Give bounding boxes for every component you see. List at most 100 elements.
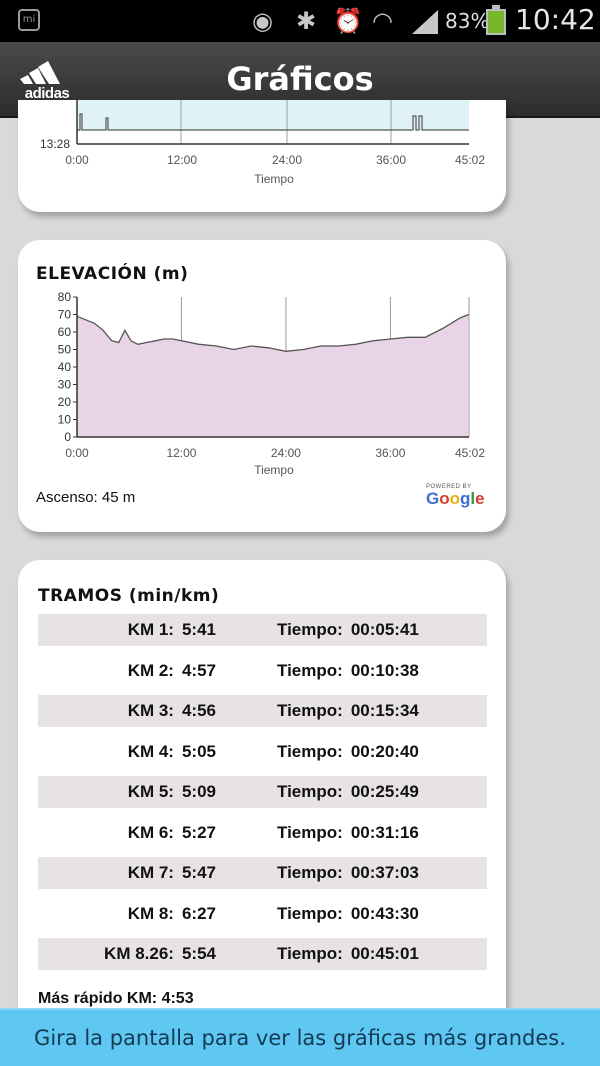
split-pace: 5:41 — [181, 620, 216, 639]
split-time: Tiempo: 00:05:41 — [277, 620, 419, 640]
split-time-label: Tiempo: — [277, 944, 343, 963]
split-km-pace: KM 7: 5:47 — [128, 863, 216, 883]
split-time: Tiempo: 00:25:49 — [277, 782, 419, 802]
elevation-y-tick: 80 — [58, 290, 72, 304]
split-time-label: Tiempo: — [277, 822, 343, 842]
elevation-x-tick: 24:00 — [271, 446, 301, 460]
pace-chart-card: 13:28 0:00 12:00 24:00 36:00 45:02 Tiemp… — [18, 100, 506, 212]
top-chart-x-tick: 45:02 — [455, 153, 485, 167]
elevation-y-tick: 30 — [58, 378, 72, 392]
split-time-value: 00:43:30 — [350, 903, 419, 923]
split-pace: 4:56 — [181, 701, 216, 720]
splits-title: TRAMOS (min/km) — [38, 586, 220, 606]
split-pace: 5:54 — [181, 944, 216, 963]
split-time: Tiempo: 00:10:38 — [277, 661, 419, 681]
elevation-x-tick: 36:00 — [375, 446, 405, 460]
split-km-pace: KM 8: 6:27 — [128, 904, 216, 924]
clock: 10:42 — [515, 3, 596, 36]
adidas-logo[interactable]: adidas — [16, 56, 78, 102]
split-row: KM 4: 5:05 Tiempo: 00:20:40 — [38, 736, 487, 768]
split-time-label: Tiempo: — [277, 741, 343, 761]
page-title: Gráficos — [226, 60, 374, 98]
split-pace: 5:27 — [181, 822, 216, 842]
split-pace: 6:27 — [181, 903, 216, 923]
top-chart-x-tick: 24:00 — [272, 153, 302, 167]
rotate-hint-banner[interactable]: Gira la pantalla para ver las gráficas m… — [0, 1008, 600, 1066]
split-time: Tiempo: 00:43:30 — [277, 904, 419, 924]
elevation-y-tick: 40 — [58, 360, 72, 374]
rotate-hint-text: Gira la pantalla para ver las gráficas m… — [34, 1026, 566, 1050]
alarm-icon: ⏰ — [333, 7, 363, 35]
top-chart-x-tick: 12:00 — [167, 153, 197, 167]
split-time-value: 00:45:01 — [350, 944, 419, 963]
mi-notification-icon: mi — [18, 9, 40, 31]
split-time-label: Tiempo: — [277, 701, 343, 720]
split-time: Tiempo: 00:15:34 — [277, 701, 419, 721]
elevation-area — [77, 314, 469, 437]
elevation-y-tick: 0 — [64, 430, 71, 444]
split-time-value: 00:05:41 — [350, 620, 419, 639]
powered-by-label: POWERED BY — [426, 484, 472, 490]
split-time-label: Tiempo: — [277, 863, 343, 882]
elevation-x-label: Tiempo — [254, 463, 294, 477]
split-time-label: Tiempo: — [277, 660, 343, 680]
top-chart-area — [77, 100, 469, 130]
logo-text: adidas — [24, 85, 70, 102]
split-row: KM 3: 4:56 Tiempo: 00:15:34 — [38, 695, 487, 727]
split-km-pace: KM 1: 5:41 — [128, 620, 216, 640]
split-km-pace: KM 8.26: 5:54 — [104, 944, 216, 964]
elevation-y-tick: 70 — [58, 308, 72, 322]
split-time: Tiempo: 00:20:40 — [277, 742, 419, 762]
split-time-value: 00:25:49 — [350, 782, 419, 801]
split-row: KM 6: 5:27 Tiempo: 00:31:16 — [38, 817, 487, 849]
split-time: Tiempo: 00:45:01 — [277, 944, 419, 964]
top-chart-x-tick: 36:00 — [376, 153, 406, 167]
elevation-y-tick: 10 — [58, 413, 72, 427]
ascent-text: Ascenso: 45 m — [36, 489, 136, 506]
top-chart-x-label: Tiempo — [254, 172, 294, 186]
split-time-label: Tiempo: — [277, 782, 343, 801]
split-pace: 5:05 — [181, 741, 216, 761]
top-chart-x-tick: 0:00 — [65, 153, 89, 167]
status-bar: mi ◉ ✱ ⏰ ◠ 83% 10:42 — [0, 0, 600, 42]
split-km-label: KM 8: — [127, 903, 174, 923]
top-chart-y-tick: 13:28 — [40, 137, 70, 151]
signal-icon — [412, 10, 438, 34]
split-km-label: KM 2: — [127, 660, 174, 680]
battery-icon — [486, 5, 506, 35]
top-chart-line — [77, 113, 469, 131]
battery-percent: 83% — [445, 9, 490, 33]
split-km-pace: KM 5: 5:09 — [128, 782, 216, 802]
split-km-pace: KM 4: 5:05 — [128, 742, 216, 762]
elevation-x-tick: 0:00 — [65, 446, 89, 460]
elevation-chart: 0 10 20 30 40 50 60 70 80 0:00 12:00 24:00 36:00 45:… — [58, 290, 486, 477]
split-time-label: Tiempo: — [277, 620, 343, 639]
split-time-value: 00:37:03 — [350, 863, 419, 882]
adidas-stripes-icon — [20, 61, 60, 84]
fastest-km: Más rápido KM: 4:53 — [38, 990, 194, 1007]
split-row: KM 1: 5:41 Tiempo: 00:05:41 — [38, 614, 487, 646]
elevation-y-tick: 20 — [58, 395, 72, 409]
split-km-pace: KM 2: 4:57 — [128, 661, 216, 681]
split-pace: 5:47 — [181, 863, 216, 882]
elevation-x-tick: 12:00 — [166, 446, 196, 460]
split-km-label: KM 4: — [127, 741, 174, 761]
split-km-label: KM 1: — [127, 620, 174, 639]
top-chart: 13:28 0:00 12:00 24:00 36:00 45:02 Tiemp… — [40, 100, 485, 186]
splits-card: TRAMOS (min/km) KM 1: 5:41 Tiempo: 00:05:41… — [18, 560, 506, 1030]
split-time-value: 00:20:40 — [350, 741, 419, 761]
split-time-value: 00:15:34 — [350, 701, 419, 720]
elevation-y-tick: 60 — [58, 325, 72, 339]
split-row: KM 8: 6:27 Tiempo: 00:43:30 — [38, 898, 487, 930]
elevation-y-tick: 50 — [58, 343, 72, 357]
split-row: KM 8.26: 5:54 Tiempo: 00:45:01 — [38, 938, 487, 970]
powered-by-google: POWERED BY Google — [426, 484, 486, 508]
split-km-label: KM 6: — [127, 822, 174, 842]
split-time: Tiempo: 00:31:16 — [277, 823, 419, 843]
split-time-value: 00:31:16 — [350, 822, 419, 842]
elevation-x-tick: 45:02 — [455, 446, 485, 460]
split-row: KM 5: 5:09 Tiempo: 00:25:49 — [38, 776, 487, 808]
split-km-label: KM 3: — [127, 701, 174, 720]
split-row: KM 2: 4:57 Tiempo: 00:10:38 — [38, 655, 487, 687]
elevation-line — [76, 313, 469, 352]
